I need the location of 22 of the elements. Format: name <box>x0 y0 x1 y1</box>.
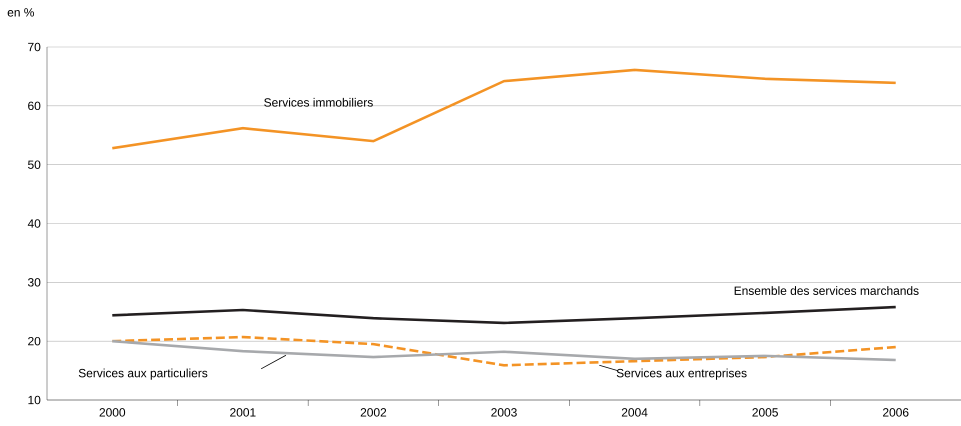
y-tick-label: 70 <box>28 42 40 52</box>
x-tick-label: 2006 <box>883 408 908 417</box>
series-label: Services aux particuliers <box>78 368 208 380</box>
line-series <box>110 340 898 362</box>
line-series <box>110 306 898 324</box>
y-axis-title: en % <box>8 8 34 17</box>
series-label: Services aux entreprises <box>616 368 747 380</box>
y-tick-label: 40 <box>28 219 40 228</box>
x-tick-label: 2005 <box>752 408 778 417</box>
x-tick-label: 2004 <box>622 408 648 417</box>
x-tick-label: 2001 <box>230 408 256 417</box>
x-tick-label: 2000 <box>100 408 126 417</box>
y-tick-label: 60 <box>28 102 40 110</box>
series-label: Ensemble des services marchands <box>734 286 919 295</box>
y-tick-label: 10 <box>28 396 40 404</box>
x-tick-label: 2002 <box>360 408 386 417</box>
x-tick-label: 2003 <box>491 408 517 417</box>
y-tick-label: 30 <box>28 278 40 287</box>
y-tick-label: 20 <box>28 336 40 346</box>
line-series <box>110 68 898 150</box>
series-label: Services immobiliers <box>264 98 373 107</box>
y-tick-label: 50 <box>28 160 40 169</box>
